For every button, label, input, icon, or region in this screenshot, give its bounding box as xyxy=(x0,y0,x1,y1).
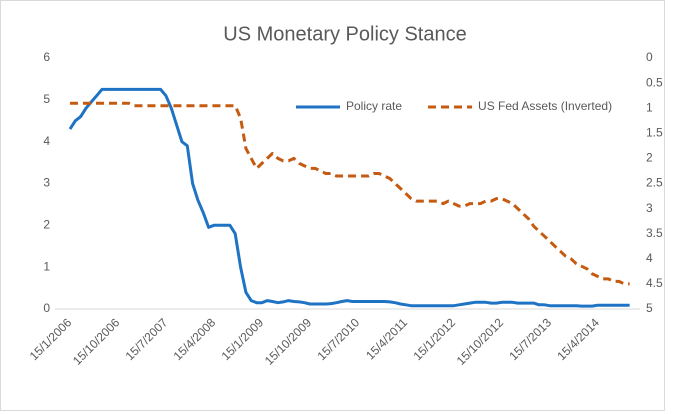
legend-label: Policy rate xyxy=(346,99,402,113)
y2-tick-label: 4 xyxy=(646,251,653,265)
y2-tick-label: 4.5 xyxy=(646,276,663,290)
y-tick-label: 5 xyxy=(43,92,50,106)
y2-tick-label: 0.5 xyxy=(646,75,663,89)
y2-tick-label: 3 xyxy=(646,201,653,215)
y2-tick-label: 2 xyxy=(646,151,653,165)
y-tick-label: 4 xyxy=(43,134,50,148)
legend-label: US Fed Assets (Inverted) xyxy=(478,99,612,113)
y2-tick-label: 0 xyxy=(646,50,653,64)
y2-tick-label: 1 xyxy=(646,100,653,114)
y-tick-label: 2 xyxy=(43,218,50,232)
y-tick-label: 1 xyxy=(43,259,50,273)
series-line xyxy=(70,101,630,286)
y2-tick-label: 3.5 xyxy=(646,226,663,240)
y2-tick-label: 1.5 xyxy=(646,125,663,139)
y-tick-label: 6 xyxy=(43,50,50,64)
y2-tick-label: 2.5 xyxy=(646,176,663,190)
y2-tick-label: 5 xyxy=(646,301,653,315)
chart-title: US Monetary Policy Stance xyxy=(223,23,466,45)
series-line xyxy=(68,87,630,308)
y-tick-label: 3 xyxy=(43,176,50,190)
y-tick-label: 0 xyxy=(43,301,50,315)
